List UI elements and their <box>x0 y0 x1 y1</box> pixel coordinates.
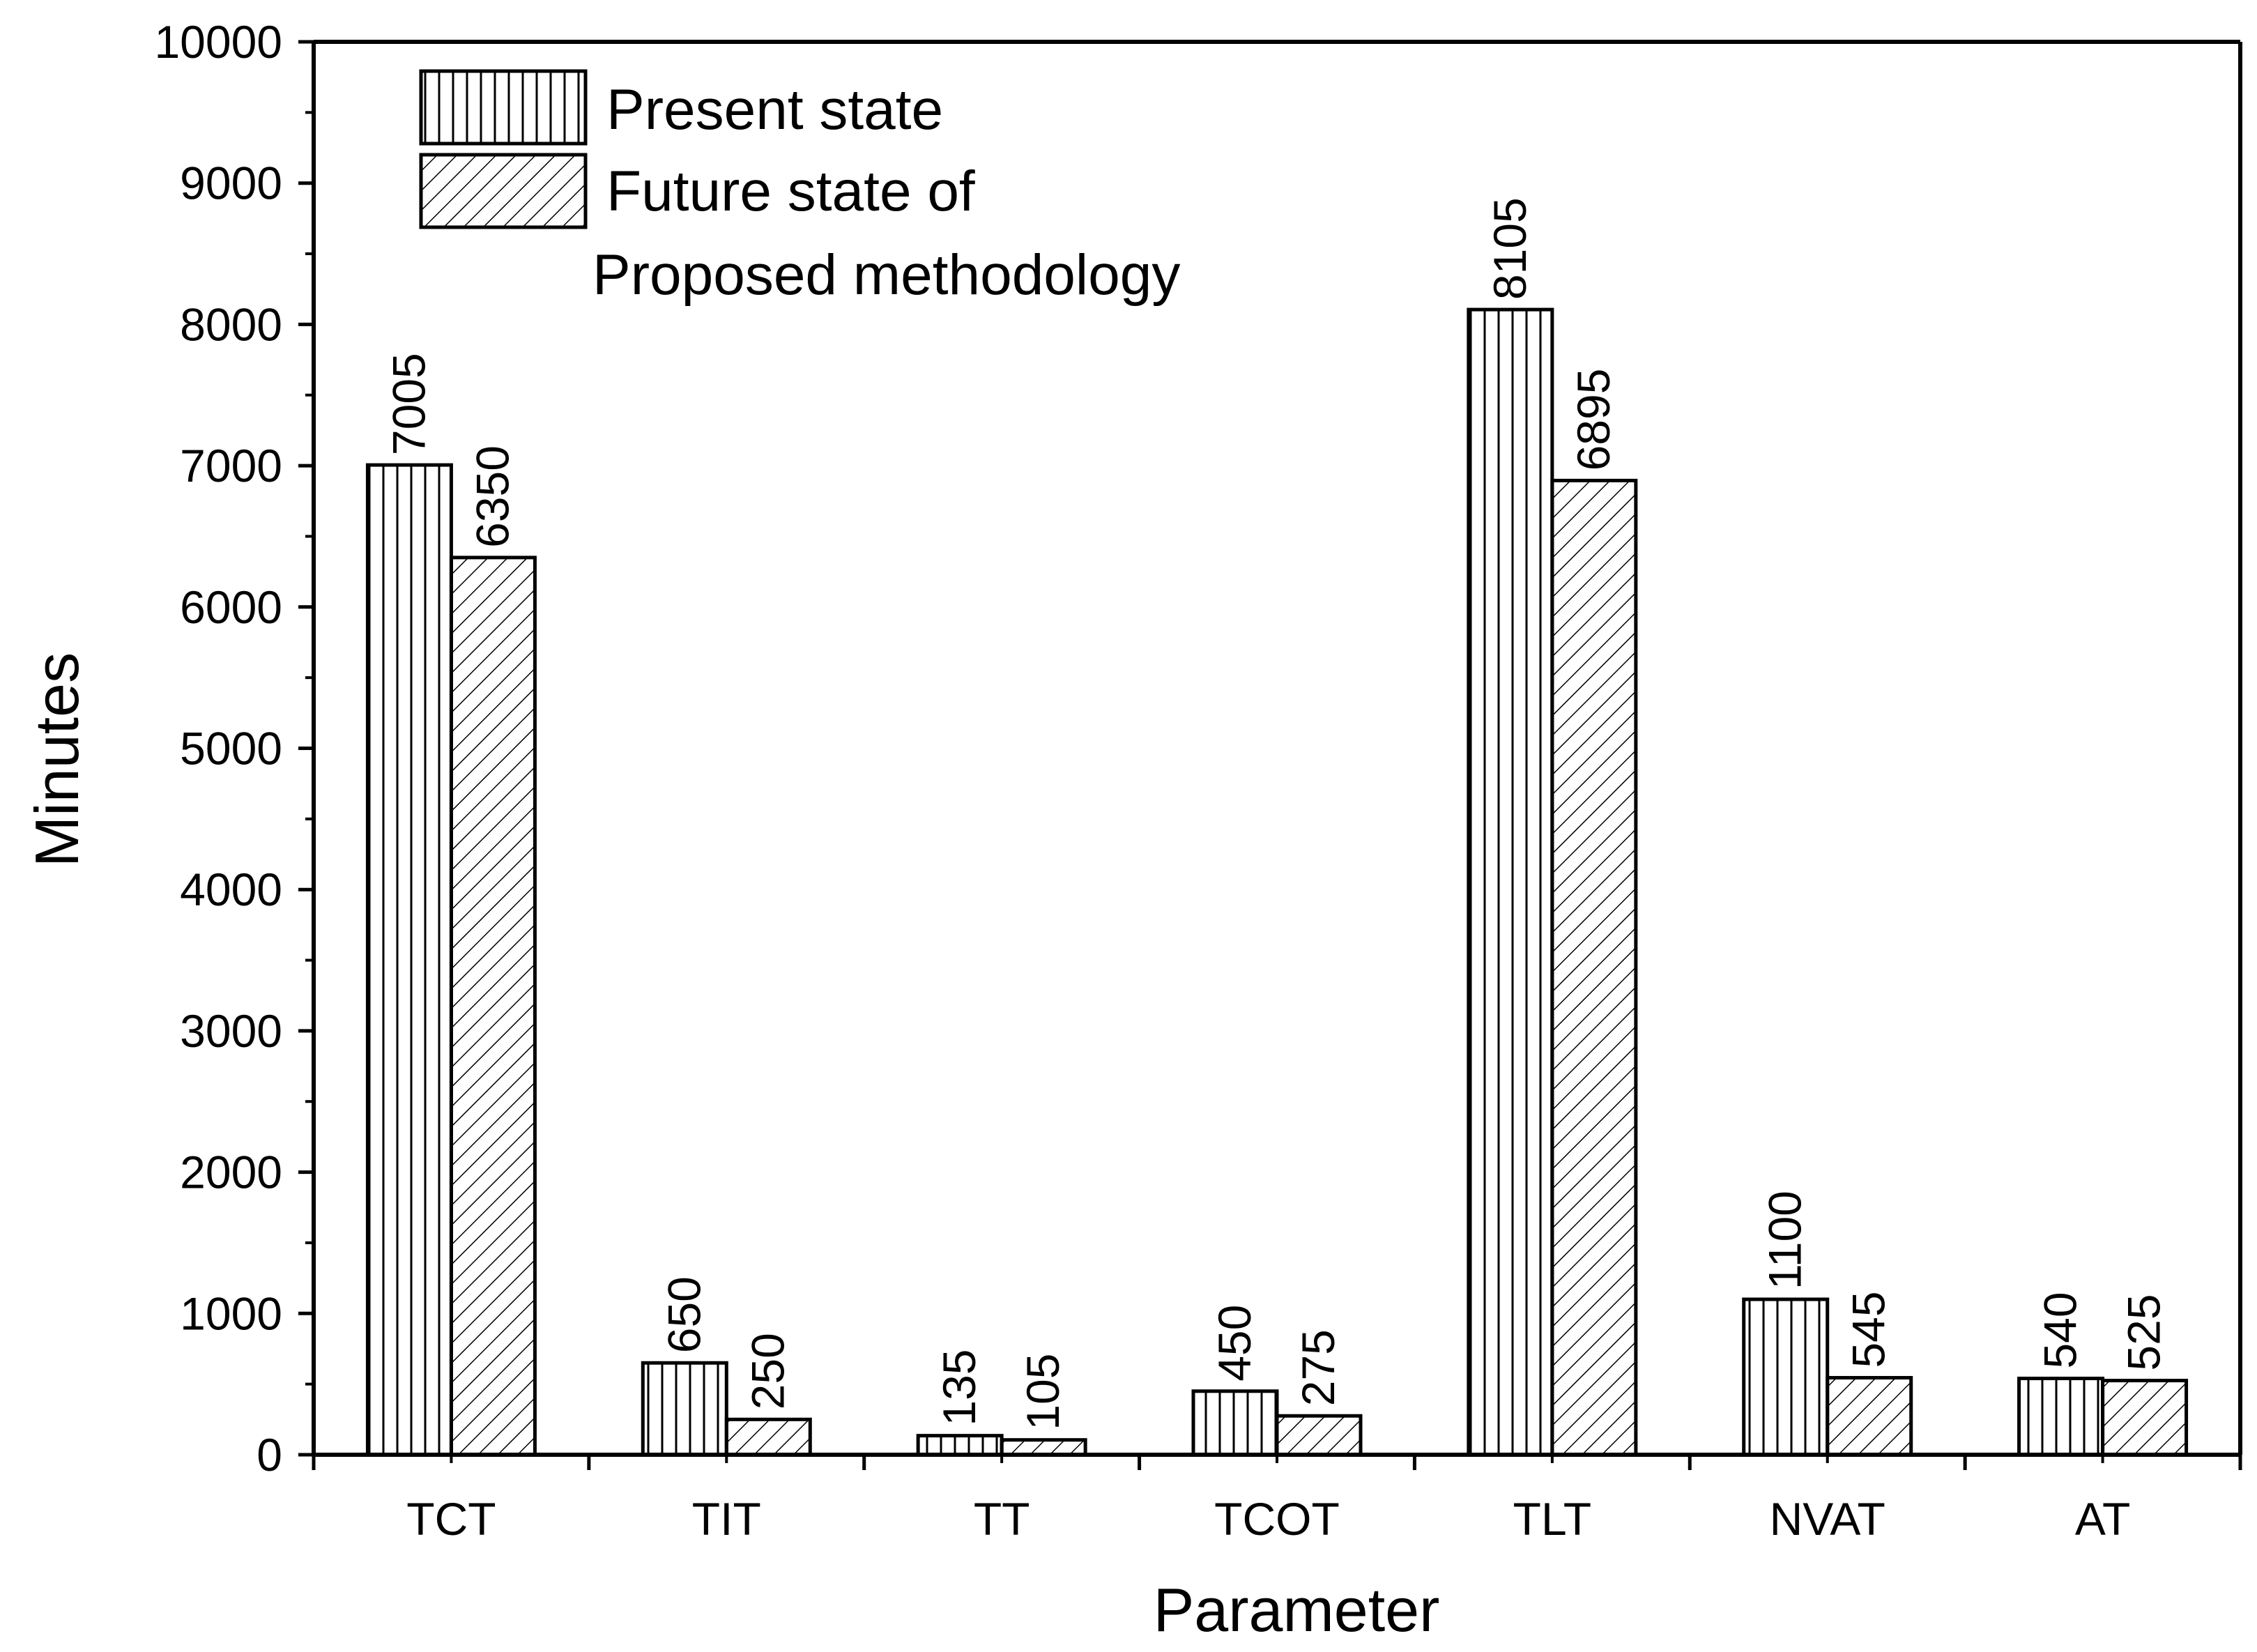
y-tick-label-9000: 9000 <box>180 158 282 209</box>
x-tick-label-tt: TT <box>974 1493 1030 1545</box>
x-tick-label-at: AT <box>2075 1493 2130 1545</box>
data-label-tcot-series-2: 275 <box>1292 1329 1344 1406</box>
data-label-at-series-1: 540 <box>2035 1292 2086 1368</box>
bar-tlt-series-1 <box>1467 307 1554 1457</box>
y-tick-label-7000: 7000 <box>180 440 282 491</box>
legend: Present state Future state of Proposed m… <box>419 69 1180 307</box>
data-label-tit-series-2: 250 <box>742 1333 793 1409</box>
bar-tt-series-1 <box>916 1434 1004 1457</box>
x-tick-label-nvat: NVAT <box>1770 1493 1885 1545</box>
data-label-tcot-series-1: 450 <box>1209 1305 1260 1382</box>
bar-tcot-series-2 <box>1275 1414 1363 1457</box>
data-label-nvat-series-2: 545 <box>1843 1291 1895 1368</box>
y-tick-label-4000: 4000 <box>180 864 282 915</box>
y-tick-label-1000: 1000 <box>180 1287 282 1339</box>
bar-tlt-series-2 <box>1550 478 1638 1457</box>
x-tick-label-tit: TIT <box>692 1493 761 1545</box>
data-label-tt-series-2: 105 <box>1017 1354 1069 1430</box>
x-tick-label-tct: TCT <box>406 1493 496 1545</box>
data-label-nvat-series-1: 1100 <box>1759 1191 1811 1290</box>
data-label-tt-series-1: 135 <box>933 1349 985 1426</box>
bar-tit-series-2 <box>724 1417 812 1457</box>
x-axis-title: Parameter <box>1154 1575 1440 1644</box>
bar-at-series-2 <box>2101 1379 2189 1457</box>
legend-label-present-state: Present state <box>606 78 943 142</box>
bar-nvat-series-2 <box>1826 1376 1913 1457</box>
y-tick-label-6000: 6000 <box>180 581 282 633</box>
data-label-tlt-series-1: 8105 <box>1484 197 1536 300</box>
bar-tit-series-1 <box>641 1361 728 1457</box>
bar-tct-series-1 <box>365 463 453 1457</box>
legend-label-future-state: Future state of <box>606 160 975 223</box>
legend-swatch-future-state <box>419 153 588 229</box>
y-tick-label-8000: 8000 <box>180 298 282 350</box>
bar-at-series-1 <box>2017 1377 2105 1457</box>
bar-tt-series-2 <box>1000 1438 1087 1457</box>
y-tick-label-5000: 5000 <box>180 723 282 774</box>
y-tick-label-2000: 2000 <box>180 1147 282 1198</box>
axes-layer <box>298 40 2242 1470</box>
x-tick-label-tlt: TLT <box>1513 1493 1591 1545</box>
legend-label-future-state-line2: Proposed methodology <box>592 243 1180 307</box>
legend-swatch-present-state <box>419 69 588 146</box>
y-tick-label-3000: 3000 <box>180 1005 282 1057</box>
y-tick-label-0: 0 <box>257 1429 282 1481</box>
data-label-tct-series-2: 6350 <box>466 445 518 548</box>
data-label-tlt-series-2: 6895 <box>1568 369 1619 471</box>
bar-tct-series-2 <box>449 556 537 1457</box>
bar-nvat-series-1 <box>1742 1297 1830 1457</box>
data-label-tct-series-1: 7005 <box>383 353 434 455</box>
bars-layer <box>365 307 2189 1457</box>
labels-layer: 7005 6350 650 250 135 105 450 275 8105 6895 1100 54… <box>154 16 2169 1545</box>
y-axis-title: Minutes <box>22 652 91 867</box>
bar-tcot-series-1 <box>1191 1389 1279 1457</box>
data-label-at-series-2: 525 <box>2118 1294 2170 1370</box>
y-tick-label-10000: 10000 <box>154 16 282 68</box>
data-label-tit-series-1: 650 <box>658 1276 710 1353</box>
x-tick-label-tcot: TCOT <box>1214 1493 1340 1545</box>
